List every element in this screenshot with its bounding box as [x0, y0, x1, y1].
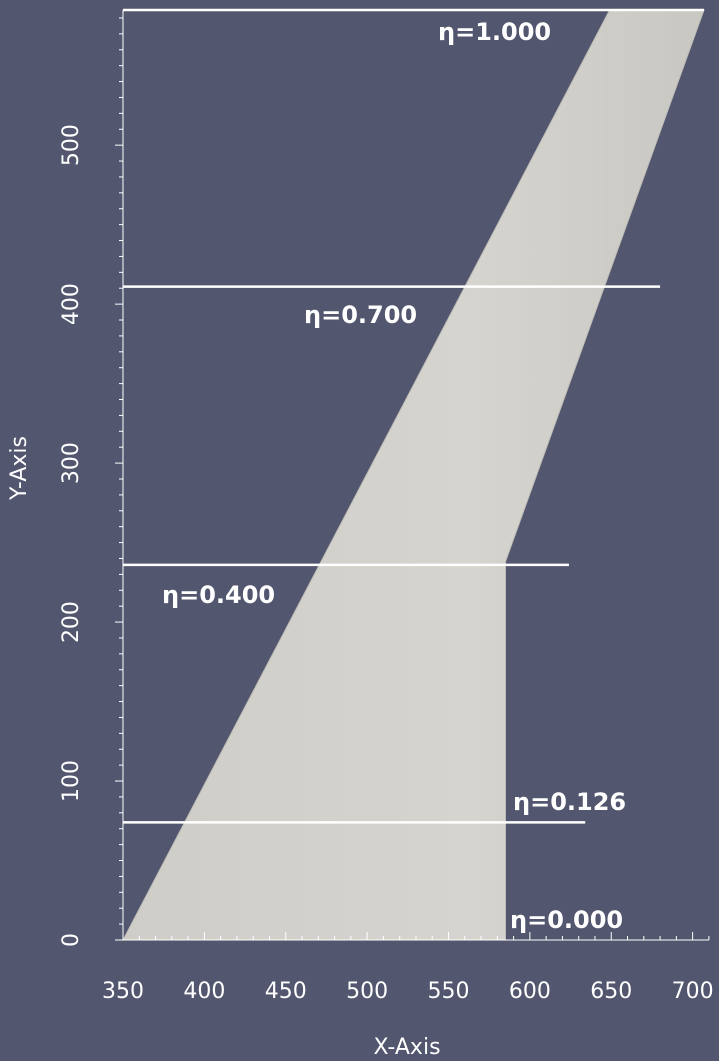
y-tick-label: 0 [59, 933, 84, 947]
x-tick-label: 450 [265, 979, 307, 1004]
y-tick-label: 300 [59, 442, 84, 484]
y-tick-label: 400 [59, 283, 84, 325]
x-tick-label: 650 [590, 979, 632, 1004]
station-label: η=0.000 [510, 906, 623, 934]
station-label: η=0.126 [513, 788, 626, 816]
station-label: η=0.400 [162, 581, 275, 609]
y-axis-title: Y-Axis [7, 436, 32, 501]
x-axis-title: X-Axis [373, 1035, 440, 1060]
x-tick-label: 400 [183, 979, 225, 1004]
x-tick-label: 600 [509, 979, 551, 1004]
x-tick-label: 700 [672, 979, 714, 1004]
station-label: η=1.000 [438, 18, 551, 46]
x-tick-label: 500 [346, 979, 388, 1004]
y-tick-label: 100 [59, 760, 84, 802]
station-label: η=0.700 [304, 301, 417, 329]
y-tick-label: 500 [59, 124, 84, 166]
x-tick-label: 350 [102, 979, 144, 1004]
x-tick-label: 550 [428, 979, 470, 1004]
y-tick-label: 200 [59, 601, 84, 643]
